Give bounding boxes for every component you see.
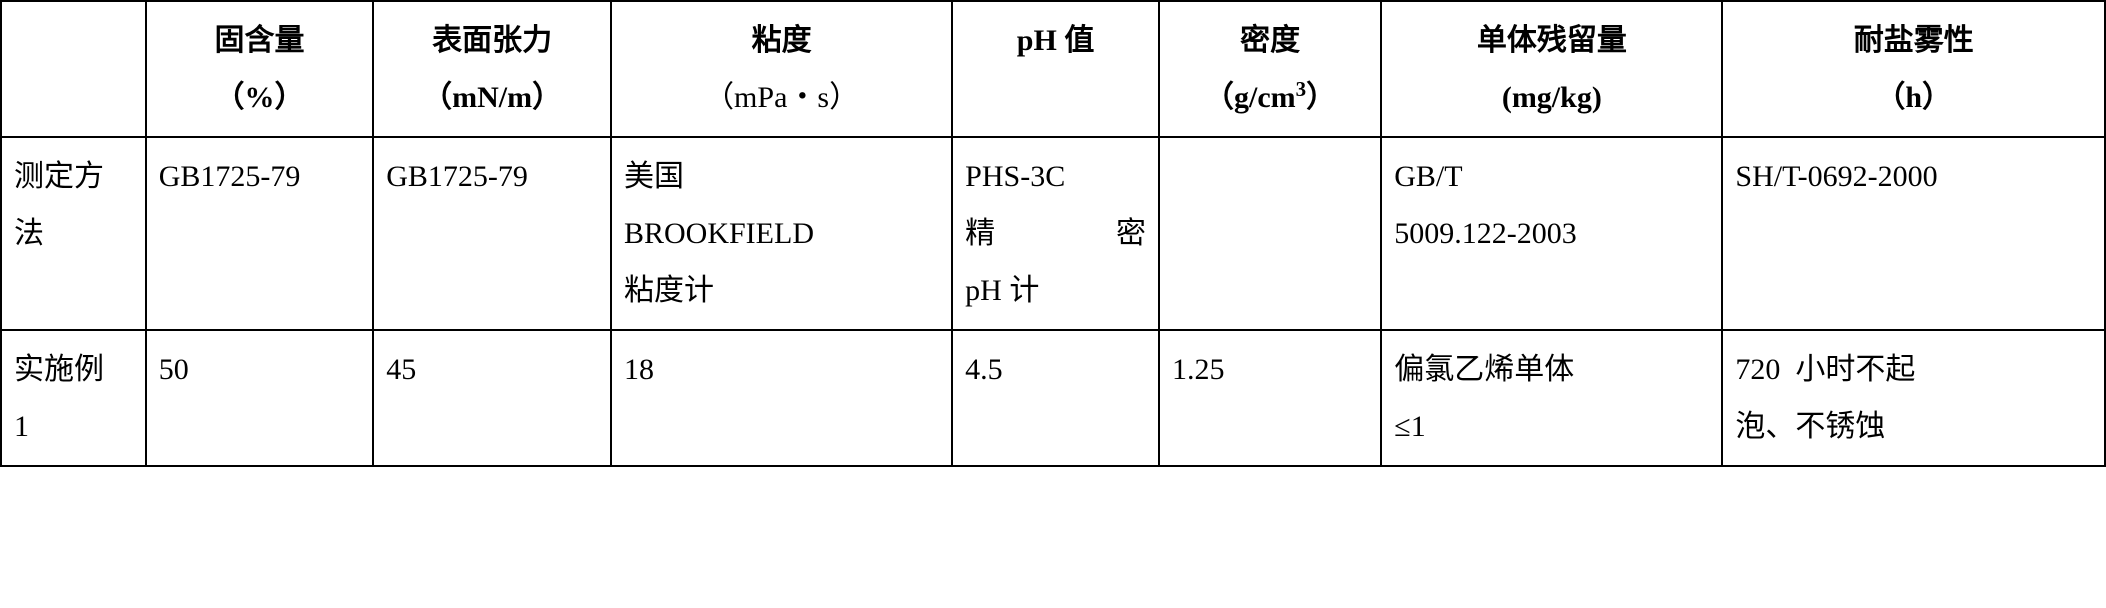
row-label-method: 测定方 法: [1, 137, 146, 330]
cell-line1: 偏氯乙烯单体: [1394, 341, 1709, 398]
header-text: 表面张力: [432, 24, 552, 57]
header-unit-sup: 3: [1296, 77, 1307, 101]
header-text: 耐盐雾性: [1854, 24, 1974, 57]
header-row: 固含量 （%） 表面张力 （mN/m） 粘度 （mPa・s） pH 值 密度 （…: [1, 1, 2105, 137]
header-unit: h: [1905, 81, 1922, 114]
example1-salt-spray: 720 小时不起 泡、不锈蚀: [1722, 330, 2105, 466]
header-unit: %: [244, 81, 274, 114]
example1-solid-content: 50: [146, 330, 373, 466]
paren-close: ）: [274, 81, 304, 114]
method-surface-tension: GB1725-79: [373, 137, 611, 330]
example1-monomer-residue: 偏氯乙烯单体 ≤1: [1381, 330, 1722, 466]
cell-line2: BROOKFIELD: [624, 205, 939, 262]
paren-open: （: [1875, 81, 1905, 114]
example1-viscosity: 18: [611, 330, 952, 466]
method-viscosity: 美国 BROOKFIELD 粘度计: [611, 137, 952, 330]
label-line1: 实施例: [14, 341, 133, 398]
paren-open: （: [214, 81, 244, 114]
method-monomer-residue: GB/T 5009.122-2003: [1381, 137, 1722, 330]
method-density: [1159, 137, 1381, 330]
header-unit: mN/m: [452, 81, 532, 114]
example1-surface-tension: 45: [373, 330, 611, 466]
header-ph-suffix: 值: [1057, 24, 1095, 57]
cell-line2: 精 密: [965, 205, 1146, 262]
header-surface-tension: 表面张力 （mN/m）: [373, 1, 611, 137]
paren-close: ）: [1306, 81, 1336, 114]
cell-line2: ≤1: [1394, 398, 1709, 455]
method-ph: PHS-3C 精 密 pH 计: [952, 137, 1159, 330]
cell-line1: PHS-3C: [965, 148, 1146, 205]
header-text: 粘度: [752, 24, 812, 57]
cell-line1: 美国: [624, 148, 939, 205]
header-density: 密度 （g/cm3）: [1159, 1, 1381, 137]
example1-density: 1.25: [1159, 330, 1381, 466]
header-ph-label: pH: [1017, 24, 1057, 57]
method-salt-spray: SH/T-0692-2000: [1722, 137, 2105, 330]
header-salt-spray: 耐盐雾性 （h）: [1722, 1, 2105, 137]
cell-line2: 泡、不锈蚀: [1735, 398, 2092, 455]
cell-line3: 粘度计: [624, 262, 939, 319]
header-unit: g/cm: [1234, 81, 1296, 114]
cell-line2a: 精: [965, 205, 995, 262]
header-text: 密度: [1240, 24, 1300, 57]
header-monomer-residue: 单体残留量 (mg/kg): [1381, 1, 1722, 137]
cell-line2b: 密: [1116, 205, 1146, 262]
row-label-example1: 实施例 1: [1, 330, 146, 466]
cell-line3: pH 计: [965, 262, 1146, 319]
cell-line1: 720 小时不起: [1735, 341, 2092, 398]
label-line2: 法: [14, 205, 133, 262]
properties-table: 固含量 （%） 表面张力 （mN/m） 粘度 （mPa・s） pH 值 密度 （…: [0, 0, 2106, 467]
header-blank: [1, 1, 146, 137]
header-unit: （mPa・s）: [704, 81, 859, 114]
header-solid-content: 固含量 （%）: [146, 1, 373, 137]
method-solid-content: GB1725-79: [146, 137, 373, 330]
example1-row: 实施例 1 50 45 18 4.5 1.25 偏氯乙烯单体 ≤1 720 小时…: [1, 330, 2105, 466]
header-text: 固含量: [214, 24, 304, 57]
cell-line2: 5009.122-2003: [1394, 205, 1709, 262]
paren-open: （: [1204, 81, 1234, 114]
paren-close: ）: [1922, 81, 1952, 114]
method-row: 测定方 法 GB1725-79 GB1725-79 美国 BROOKFIELD …: [1, 137, 2105, 330]
example1-ph: 4.5: [952, 330, 1159, 466]
cell-line1: GB/T: [1394, 148, 1709, 205]
label-line1: 测定方: [14, 148, 133, 205]
header-viscosity: 粘度 （mPa・s）: [611, 1, 952, 137]
paren-close: ）: [532, 81, 562, 114]
header-ph: pH 值: [952, 1, 1159, 137]
label-line2: 1: [14, 398, 133, 455]
header-text: 单体残留量: [1477, 24, 1627, 57]
paren-open: （: [422, 81, 452, 114]
header-unit: (mg/kg): [1502, 81, 1602, 114]
